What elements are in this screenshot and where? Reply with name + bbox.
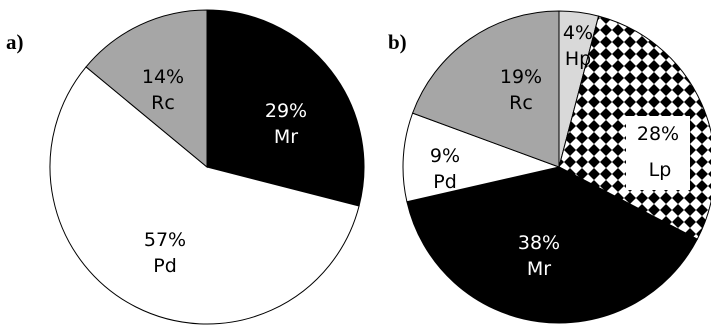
slice-name-label: Pd xyxy=(153,255,177,277)
panel-label-a: a) xyxy=(6,30,24,54)
slice-percent-label: 4% xyxy=(563,22,593,44)
pie-chart-b: 4% Hp 28% Lp 38% Mr 9% Pd 19% Rc xyxy=(402,10,711,324)
slice-percent-label: 57% xyxy=(144,229,186,251)
slice-name-label: Rc xyxy=(151,92,175,114)
slice-name-label: Rc xyxy=(509,92,533,114)
pie-slice-pd xyxy=(402,112,561,203)
slice-name-label: Pd xyxy=(433,171,457,193)
slice-name-label: Mr xyxy=(274,126,298,148)
pie-chart-a: 29% Mr 57% Pd 14% Rc xyxy=(49,9,365,325)
slice-name-label: Lp xyxy=(649,159,672,181)
slice-percent-label: 14% xyxy=(142,66,184,88)
slice-percent-label: 19% xyxy=(500,66,542,88)
pie-slice-mr xyxy=(206,9,365,207)
slice-percent-label: 38% xyxy=(518,232,560,254)
slice-name-label: Hp xyxy=(565,48,591,70)
slice-percent-label: 29% xyxy=(265,100,307,122)
pie-slice-rc xyxy=(85,9,208,169)
pie-slice-mr xyxy=(406,166,698,324)
slice-percent-label: 9% xyxy=(430,145,460,167)
slice-name-label: Mr xyxy=(527,258,551,280)
slice-label-background xyxy=(626,116,690,190)
pie-slice-rc xyxy=(411,10,560,168)
pie-slice-pd xyxy=(49,66,360,325)
slice-percent-label: 28% xyxy=(637,123,679,145)
panel-label-b: b) xyxy=(388,30,407,54)
